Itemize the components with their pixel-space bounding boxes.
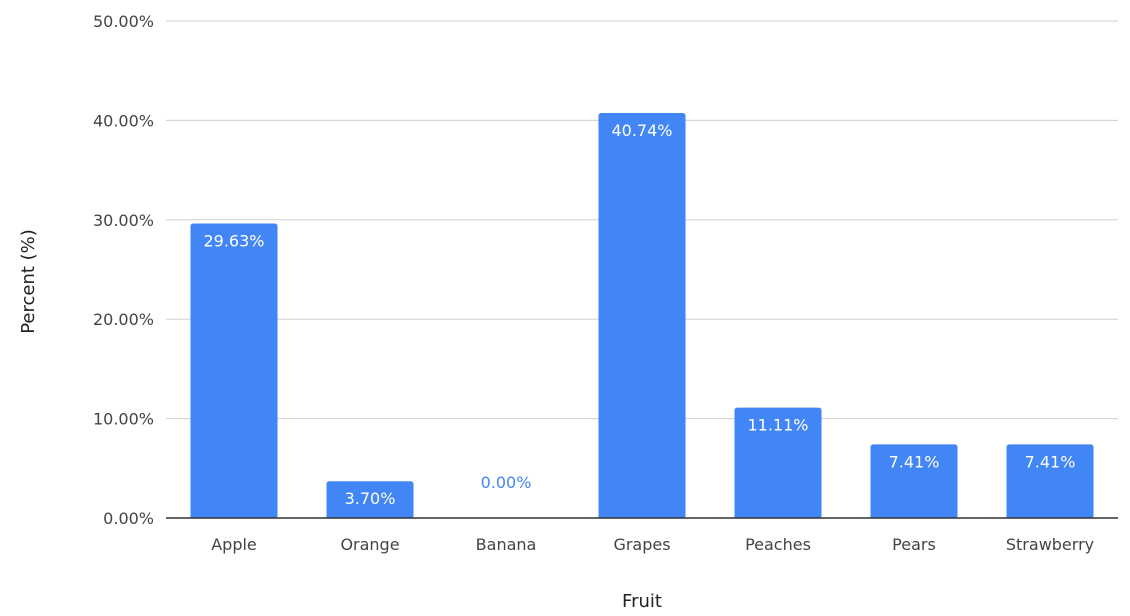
x-tick-label: Strawberry [1006,535,1094,554]
bar [1006,444,1094,518]
bar [598,113,686,518]
bar [870,444,958,518]
y-tick-label: 20.00% [93,310,154,329]
x-tick-label: Peaches [745,535,811,554]
data-label: 29.63% [203,231,264,250]
y-tick-label: 30.00% [93,211,154,230]
y-tick-label: 50.00% [93,12,154,31]
x-tick-label: Pears [892,535,936,554]
bars [190,113,1094,519]
data-label: 3.70% [345,489,396,508]
data-label: 7.41% [1025,452,1076,471]
x-tick-label: Banana [476,535,537,554]
data-label: 7.41% [889,452,940,471]
y-tick-label: 10.00% [93,410,154,429]
x-axis-ticks: Apple Orange Banana Grapes Peaches Pears Straw… [211,535,1094,554]
x-tick-label: Orange [340,535,399,554]
x-axis-title: Fruit [622,591,662,612]
y-axis-title: Percent (%) [18,229,39,334]
x-tick-label: Apple [211,535,257,554]
x-tick-label: Grapes [613,535,670,554]
y-tick-label: 0.00% [103,509,154,528]
data-label: 40.74% [611,121,672,140]
data-label: 0.00% [481,473,532,492]
bar [734,407,822,518]
y-axis-ticks: 0.00% 10.00% 20.00% 30.00% 40.00% 50.00% [93,12,154,528]
bar [190,223,278,519]
data-labels: 29.63% 3.70% 0.00% 40.74% 11.11% 7.41% 7.41% [203,121,1075,508]
y-tick-label: 40.00% [93,111,154,130]
data-label: 11.11% [747,416,808,435]
bar [326,481,414,518]
